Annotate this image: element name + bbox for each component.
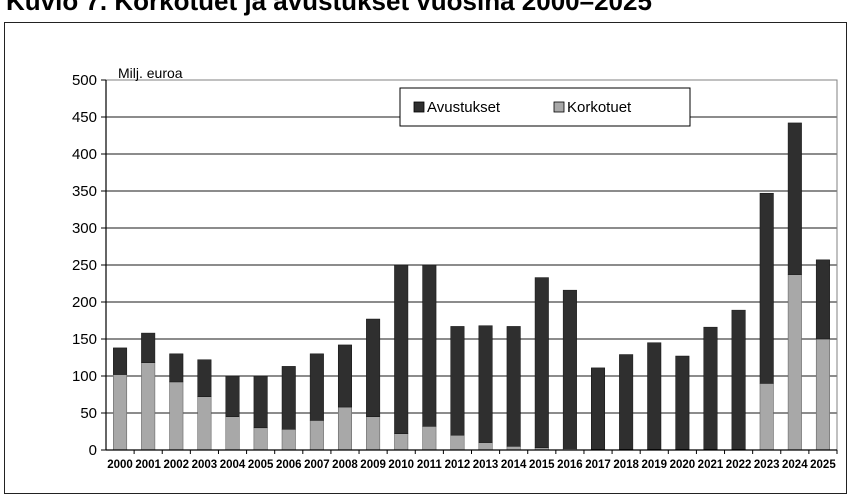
legend: Avustukset Korkotuet (399, 87, 691, 127)
bar-korkotuet-2007 (309, 420, 324, 451)
bar-avustukset-2023 (759, 192, 774, 384)
bar-avustukset-2022 (731, 309, 746, 450)
y-tick-label: 250 (72, 257, 97, 274)
bar-korkotuet-2006 (281, 429, 296, 451)
bar-avustukset-2020 (675, 355, 690, 450)
legend-swatch-korkotuet (553, 101, 565, 113)
bar-avustukset-2017 (591, 367, 606, 450)
x-tick-label: 2014 (501, 459, 527, 471)
bar-avustukset-2015 (534, 277, 549, 449)
y-tick-label: 450 (72, 109, 97, 126)
x-tick-label: 2024 (782, 459, 808, 471)
bar-korkotuet-2012 (450, 434, 465, 451)
x-tick-label: 2000 (107, 459, 133, 471)
x-tick-label: 2022 (726, 459, 752, 471)
y-tick-label: 150 (72, 331, 97, 348)
x-tick-label: 2001 (135, 459, 161, 471)
bar-avustukset-2011 (422, 264, 437, 427)
bar-avustukset-2003 (197, 359, 212, 397)
bar-avustukset-2009 (366, 318, 381, 417)
legend-swatch-avustukset (413, 101, 425, 113)
y-tick-label: 500 (72, 72, 97, 89)
bar-korkotuet-2013 (478, 442, 493, 451)
axes (101, 79, 838, 454)
y-tick-label: 50 (80, 405, 97, 422)
x-tick-label: 2023 (754, 459, 780, 471)
legend-label-avustukset: Avustukset (427, 99, 501, 116)
x-tick-label: 2020 (670, 459, 696, 471)
x-tick-label: 2016 (557, 459, 583, 471)
x-tick-label: 2012 (445, 459, 471, 471)
y-tick-label: 400 (72, 146, 97, 163)
chart-title: Kuvio 7. Korkotuet ja avustukset vuosina… (6, 0, 652, 16)
bar-avustukset-2004 (225, 375, 240, 417)
x-tick-label: 2004 (220, 459, 246, 471)
bar-avustukset-2021 (703, 326, 718, 450)
bar-avustukset-2000 (113, 347, 128, 375)
x-tick-label: 2005 (248, 459, 274, 471)
x-tick-label: 2008 (332, 459, 358, 471)
x-tick-label: 2003 (192, 459, 218, 471)
gridlines (106, 116, 837, 414)
y-tick-label: 200 (72, 294, 97, 311)
x-tick-labels: 2000 2001 2002 2003 2004 2005 2006 2007 2008 2009… (107, 459, 836, 471)
legend-box (399, 87, 691, 127)
bar-korkotuet-2001 (141, 362, 156, 451)
bar-korkotuet-2004 (225, 416, 240, 451)
bar-korkotuet-2008 (337, 406, 352, 451)
x-tick-label: 2015 (529, 459, 555, 471)
bar-avustukset-2019 (647, 342, 662, 450)
bar-avustukset-2007 (309, 353, 324, 421)
bars (113, 122, 830, 451)
bar-avustukset-2005 (253, 375, 268, 429)
x-tick-label: 2010 (388, 459, 414, 471)
x-tick-label: 2009 (360, 459, 386, 471)
bar-korkotuet-2009 (366, 416, 381, 451)
x-tick-label: 2017 (585, 459, 611, 471)
x-tick-label: 2007 (304, 459, 330, 471)
x-tick-label: 2021 (698, 459, 724, 471)
bar-avustukset-2013 (478, 325, 493, 443)
bar-avustukset-2014 (506, 326, 521, 447)
bar-avustukset-2018 (619, 354, 634, 450)
y-tick-labels: 0 50 100 150 200 250 300 350 400 450 500 (72, 72, 97, 459)
bar-avustukset-2006 (281, 366, 296, 430)
x-tick-label: 2018 (613, 459, 639, 471)
bar-korkotuet-2000 (113, 374, 128, 451)
x-tick-label: 2006 (276, 459, 302, 471)
legend-label-korkotuet: Korkotuet (567, 99, 632, 116)
bar-avustukset-2001 (141, 332, 156, 363)
bar-avustukset-2012 (450, 326, 465, 436)
y-axis-label: Milj. euroa (118, 65, 183, 81)
bar-avustukset-2010 (394, 264, 409, 434)
x-tick-label: 2013 (473, 459, 499, 471)
bar-korkotuet-2011 (422, 426, 437, 451)
x-tick-label: 2011 (417, 459, 443, 471)
bar-avustukset-2025 (815, 259, 830, 340)
bar-korkotuet-2024 (787, 274, 802, 451)
bar-avustukset-2024 (787, 122, 802, 275)
y-tick-label: 300 (72, 220, 97, 237)
bar-korkotuet-2025 (815, 338, 830, 451)
y-tick-label: 100 (72, 368, 97, 385)
x-tick-label: 2002 (163, 459, 189, 471)
bar-korkotuet-2005 (253, 427, 268, 451)
x-tick-label: 2025 (810, 459, 836, 471)
x-tick-label: 2019 (641, 459, 667, 471)
bar-avustukset-2002 (169, 353, 184, 383)
y-tick-label: 0 (89, 442, 97, 459)
bar-korkotuet-2002 (169, 381, 184, 451)
bar-korkotuet-2010 (394, 433, 409, 451)
bar-korkotuet-2023 (759, 383, 774, 451)
bar-avustukset-2008 (337, 344, 352, 408)
y-tick-label: 350 (72, 183, 97, 200)
bar-korkotuet-2003 (197, 396, 212, 451)
bar-avustukset-2016 (562, 289, 577, 449)
